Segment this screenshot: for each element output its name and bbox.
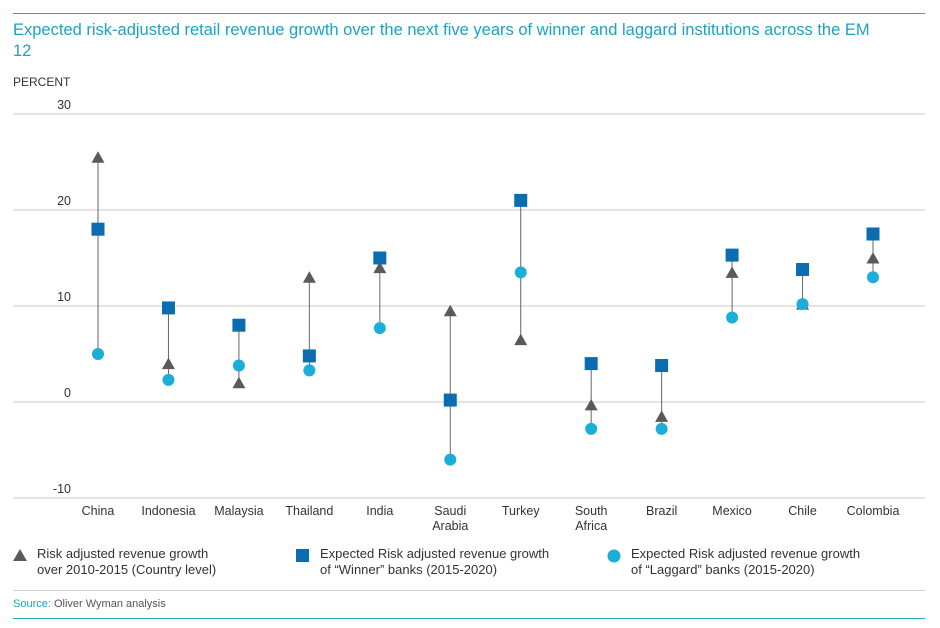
- square-marker: [866, 227, 880, 241]
- source-label: Source:: [13, 598, 51, 610]
- triangle-marker: [91, 151, 105, 163]
- circle-marker: [92, 348, 104, 360]
- bottom-rule: [13, 590, 925, 591]
- circle-icon: [607, 549, 621, 563]
- circle-marker: [162, 373, 175, 386]
- x-tick-label: Indonesia: [141, 504, 195, 518]
- grid-lines: [13, 113, 925, 499]
- triangle-marker: [514, 333, 528, 346]
- chart: 30 20 10 0 -10 PERCENT China Indonesia Malaysi…: [13, 75, 925, 533]
- top-rule: [13, 13, 925, 14]
- x-tick-label: Colombia: [847, 504, 900, 518]
- triangle-marker: [161, 357, 175, 370]
- legend-label-square: Expected Risk adjusted revenue growth of…: [320, 546, 550, 577]
- x-tick-label: Chile: [788, 504, 817, 518]
- circle-marker: [726, 311, 739, 324]
- source-text: Oliver Wyman analysis: [53, 598, 166, 610]
- square-marker: [655, 359, 669, 373]
- y-tick-label: 0: [64, 386, 71, 400]
- triangle-marker: [373, 261, 387, 274]
- x-tick-label: Turkey: [502, 504, 540, 518]
- triangle-marker: [725, 266, 739, 278]
- square-marker: [302, 349, 316, 363]
- y-tick-label: 10: [57, 290, 71, 304]
- x-tick-label: Thailand: [285, 504, 333, 518]
- circle-marker: [303, 364, 316, 377]
- legend-label-circle: Expected Risk adjusted revenue growth of…: [631, 546, 861, 577]
- y-axis-label: PERCENT: [13, 75, 71, 89]
- source-note: Source: Oliver Wyman analysis: [13, 598, 166, 610]
- x-ticks: China Indonesia Malaysia Thailand India Saudi…: [82, 504, 900, 533]
- square-marker: [91, 222, 105, 236]
- circle-marker: [867, 271, 879, 284]
- circle-marker: [373, 322, 386, 335]
- x-tick-label: South Africa: [575, 504, 608, 533]
- chart-title: Expected risk-adjusted retail revenue gr…: [13, 21, 870, 60]
- triangle-marker: [443, 304, 457, 317]
- triangle-marker: [655, 410, 669, 422]
- y-tick-label: -10: [53, 482, 71, 496]
- x-tick-label: Mexico: [712, 504, 752, 518]
- square-marker: [443, 393, 457, 407]
- y-ticks: 30 20 10 0 -10: [53, 98, 71, 496]
- y-tick-label: 30: [57, 98, 71, 112]
- triangle-marker: [232, 376, 246, 389]
- x-tick-label: Saudi Arabia: [432, 504, 468, 533]
- x-tick-label: Brazil: [646, 504, 677, 518]
- y-tick-label: 20: [57, 194, 71, 208]
- range-stems: [97, 157, 874, 460]
- square-marker: [725, 248, 739, 262]
- circle-marker: [585, 422, 598, 435]
- square-icon: [296, 549, 309, 562]
- circle-marker: [232, 359, 245, 372]
- triangle-icon: [13, 549, 27, 561]
- legend-label-triangle: Risk adjusted revenue growth over 2010-2…: [37, 546, 217, 577]
- circle-marker: [444, 453, 457, 466]
- triangle-marker: [866, 252, 880, 264]
- x-tick-label: India: [366, 504, 393, 518]
- circle-marker: [796, 298, 809, 311]
- square-marker: [796, 263, 810, 277]
- square-marker: [584, 357, 598, 371]
- square-marker: [232, 318, 246, 332]
- square-marker: [514, 193, 528, 207]
- square-marker: [373, 251, 387, 265]
- circle-marker: [655, 422, 668, 435]
- x-tick-label: Malaysia: [214, 504, 263, 518]
- triangle-marker: [584, 398, 598, 411]
- triangle-marker: [302, 271, 316, 283]
- footer-rule: [13, 618, 925, 619]
- x-tick-label: China: [82, 504, 115, 518]
- circle-marker: [514, 266, 527, 279]
- data-markers: [91, 151, 880, 466]
- square-marker: [161, 301, 175, 315]
